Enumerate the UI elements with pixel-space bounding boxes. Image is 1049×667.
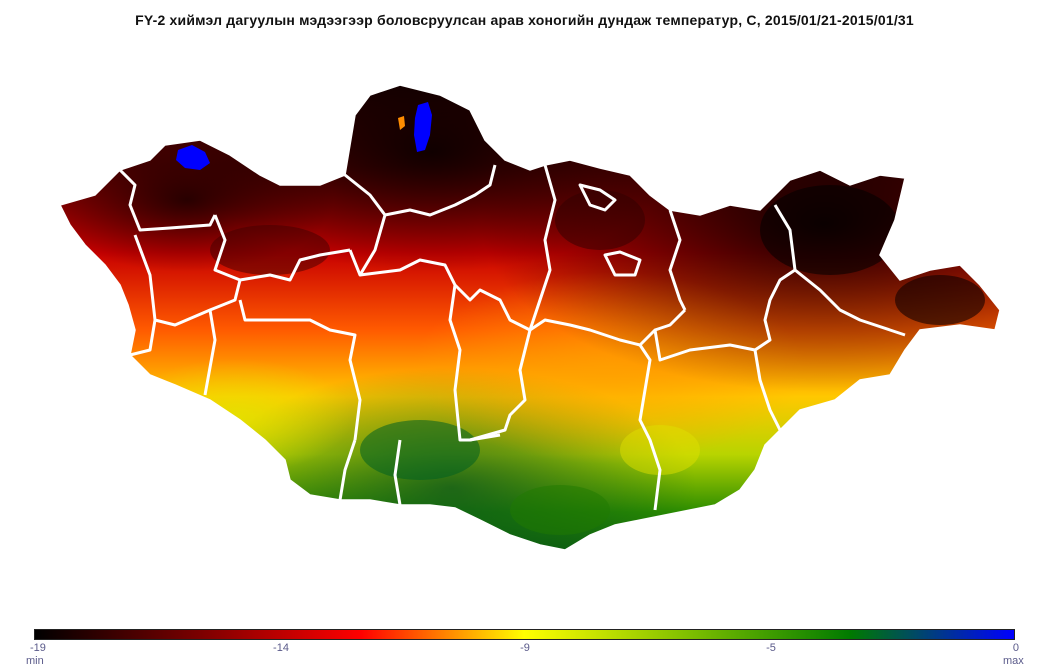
colorbar bbox=[34, 629, 1015, 640]
colorbar-tick-label: 0 bbox=[1012, 642, 1019, 654]
lake-khuvsgul-icon bbox=[414, 102, 432, 152]
lake-uvs-icon bbox=[176, 145, 210, 170]
colorbar-tick-label: -19 bbox=[30, 642, 46, 654]
colorbar-tick-label: -9 bbox=[520, 642, 530, 654]
colorbar-tick-label: -5 bbox=[766, 642, 776, 654]
colorbar-max-label: max bbox=[1003, 655, 1024, 667]
colorbar-tick-label: -14 bbox=[273, 642, 289, 654]
map-title: FY-2 хиймэл дагуулын мэдээгээр боловсруу… bbox=[135, 12, 914, 28]
country-outline bbox=[58, 84, 1001, 551]
province-boundaries bbox=[118, 164, 906, 511]
temperature-map bbox=[58, 84, 1001, 551]
lake-small-icon bbox=[398, 116, 405, 130]
colorbar-min-label: min bbox=[26, 655, 44, 667]
